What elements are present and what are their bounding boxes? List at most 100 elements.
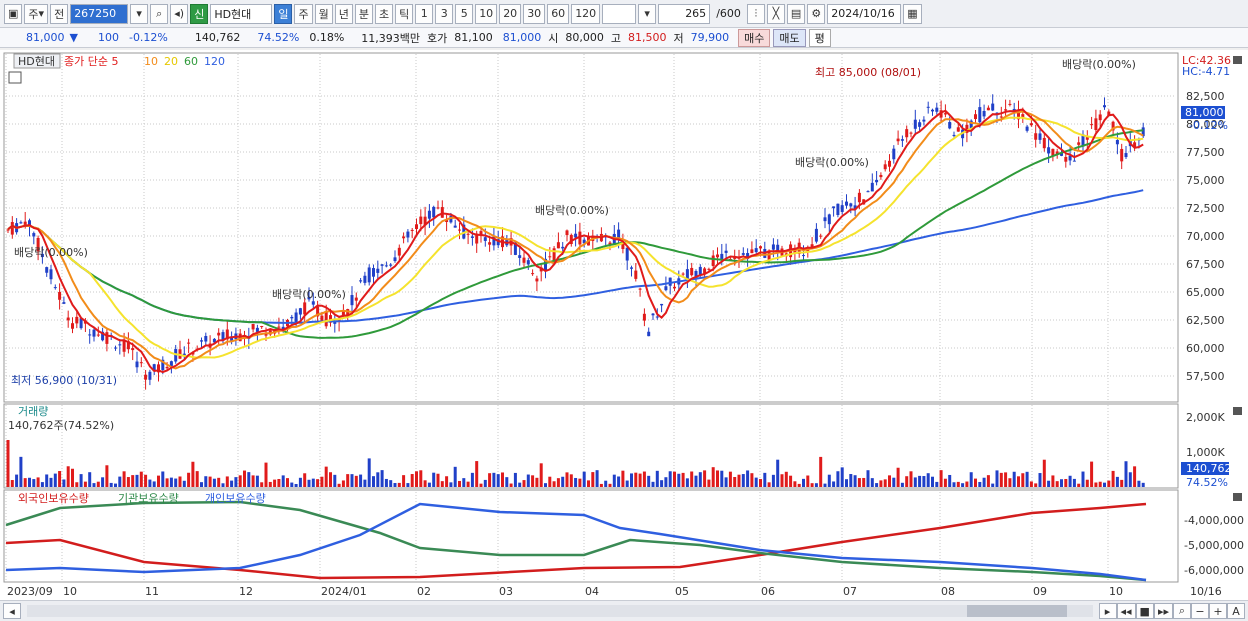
eval-button[interactable]: 평 — [808, 28, 831, 47]
forward-icon[interactable]: ▸▸ — [1153, 603, 1173, 619]
candle-body — [402, 236, 406, 239]
volume-bar — [139, 471, 143, 487]
stock-chart[interactable]: 82,500 80,000 77,500 75,000 72,500 70,000 67,5… — [0, 50, 1248, 600]
candle-body — [290, 316, 294, 319]
num-1[interactable]: 1 — [415, 3, 434, 24]
settings-icon[interactable]: ⚙ — [807, 3, 826, 24]
table-icon[interactable] — [8, 71, 22, 84]
volume-tag-pct: 74.52% — [1186, 476, 1228, 489]
interval-tick[interactable]: 틱 — [395, 3, 414, 24]
volume-bar — [685, 478, 689, 487]
scroll-track[interactable] — [27, 605, 1093, 617]
moving-average-lines — [7, 108, 1144, 374]
volume-bar — [939, 470, 943, 487]
stock-name-field[interactable]: HD현대 — [210, 3, 273, 24]
candle-body — [363, 275, 367, 283]
num-5[interactable]: 5 — [455, 3, 474, 24]
interval-day[interactable]: 일 — [274, 3, 293, 24]
range-label: 전 — [54, 7, 65, 21]
num-10[interactable]: 10 — [475, 3, 498, 24]
dropdown-icon[interactable]: ▾ — [130, 3, 149, 24]
volume-bar — [943, 478, 947, 487]
num-3[interactable]: 3 — [435, 3, 454, 24]
volume-bar — [690, 471, 694, 487]
legend-name-box[interactable] — [13, 53, 61, 69]
zoom-out-icon[interactable]: − — [1191, 603, 1209, 619]
count-total: /600 — [716, 7, 741, 20]
volume-bar — [135, 474, 139, 487]
volume-bar — [294, 483, 298, 487]
volume-bar — [565, 472, 569, 487]
sell-button[interactable]: 매도 — [773, 28, 806, 47]
holdings-axis-3: -6,000,000 — [1184, 564, 1244, 577]
volume-bar — [71, 468, 74, 487]
credit-badge[interactable]: 신 — [190, 3, 209, 24]
custom-interval-input[interactable] — [602, 3, 637, 24]
interval-month[interactable]: 월 — [314, 3, 333, 24]
interval-second[interactable]: 초 — [374, 3, 394, 24]
buy-button[interactable]: 매수 — [738, 28, 771, 47]
stop-icon[interactable]: ■ — [1135, 603, 1154, 619]
candle-body — [565, 230, 569, 236]
volume-bar — [1034, 483, 1038, 487]
period-select[interactable]: 주 ▾ — [24, 3, 49, 24]
layout-icon[interactable]: ▣ — [4, 3, 23, 24]
foreign-holdings-line — [5, 502, 1147, 580]
volume-bar — [776, 459, 780, 487]
volume-bar — [582, 471, 586, 487]
font-size-icon[interactable]: A — [1227, 603, 1245, 619]
candle-body — [642, 313, 646, 321]
search-icon[interactable]: ⌕ — [150, 3, 169, 24]
candle-body — [918, 122, 922, 127]
volume-bar — [965, 481, 969, 487]
date-input[interactable]: 2024/10/16 — [827, 3, 902, 24]
price-panel-close-icon[interactable] — [1233, 56, 1242, 64]
interval-week[interactable]: 주 — [294, 3, 313, 24]
interval-year[interactable]: 년 — [334, 3, 353, 24]
custom-dropdown-icon[interactable]: ▾ — [638, 3, 657, 24]
play-icon[interactable]: ▸ — [1098, 603, 1117, 619]
zoom-in-icon[interactable]: + — [1209, 603, 1227, 619]
candle-body — [840, 205, 844, 212]
volume-bar — [728, 471, 732, 487]
speaker-icon[interactable]: ◂) — [170, 3, 189, 24]
num-120[interactable]: 120 — [571, 3, 601, 24]
calendar-icon[interactable]: ▦ — [903, 3, 922, 24]
scroll-left-icon[interactable]: ◂ — [3, 603, 21, 619]
save-icon[interactable]: ▤ — [786, 3, 806, 24]
holdings-panel-close-icon[interactable] — [1233, 493, 1242, 501]
num-60[interactable]: 60 — [547, 3, 570, 24]
draw-icon[interactable]: ╳ — [766, 3, 785, 24]
range-button[interactable]: 전 — [50, 3, 69, 24]
num-30[interactable]: 30 — [523, 3, 546, 24]
volume-bar — [642, 471, 646, 487]
scroll-bar[interactable]: ◂ ▸ ◂◂ ■ ▸▸ ⌕ − + A — [0, 600, 1248, 621]
chart-area[interactable]: 82,500 80,000 77,500 75,000 72,500 70,000 67,5… — [0, 50, 1248, 600]
scroll-thumb[interactable] — [967, 605, 1067, 617]
interval-minute[interactable]: 분 — [354, 3, 373, 24]
candle-body — [896, 138, 900, 142]
zoom-icon[interactable]: ⌕ — [1173, 603, 1191, 619]
change-pct: -0.12% — [128, 31, 168, 44]
code-input[interactable]: 267250 — [70, 3, 129, 24]
rewind-icon[interactable]: ◂◂ — [1116, 603, 1136, 619]
volume-bar — [122, 471, 126, 487]
candle-body — [311, 301, 315, 305]
bid-value: 81,100 — [454, 31, 493, 44]
candle-body — [552, 248, 556, 261]
count-input[interactable]: 265 — [658, 3, 711, 24]
candle-body — [333, 321, 337, 324]
volume-panel-close-icon[interactable] — [1233, 407, 1242, 415]
num-20[interactable]: 20 — [499, 3, 522, 24]
candle-body — [75, 316, 79, 324]
bid-label: 호가 — [427, 31, 448, 45]
indicator-icon[interactable]: ⫶ — [746, 3, 765, 24]
candle-body — [690, 267, 694, 276]
candle-body — [698, 266, 702, 276]
down-arrow-icon: ▼ — [69, 31, 78, 44]
volume-bar — [952, 482, 956, 487]
candle-body — [200, 340, 203, 342]
volume-bar — [621, 470, 625, 487]
candle-body — [827, 214, 831, 225]
volume-bar — [354, 475, 358, 487]
